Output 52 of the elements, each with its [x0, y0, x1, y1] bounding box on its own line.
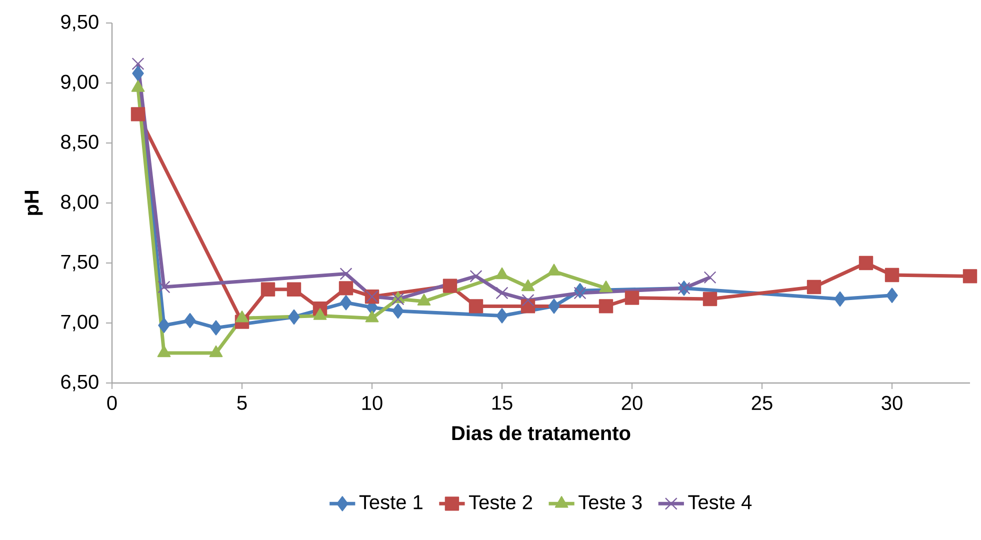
point — [132, 58, 144, 70]
y-tick-label: 8,50 — [61, 134, 98, 152]
point — [574, 286, 586, 300]
point — [962, 269, 978, 284]
x-tick-label: 20 — [622, 396, 642, 410]
y-tick-label: 6,50 — [61, 374, 98, 392]
point — [260, 282, 276, 296]
x-tick-label: 10 — [362, 396, 382, 410]
point — [858, 256, 874, 270]
point — [548, 298, 560, 314]
x-tick-label: 25 — [752, 396, 772, 410]
legend-label: Teste 1 — [359, 495, 422, 510]
y-tick-label: 7,00 — [61, 314, 98, 332]
point — [496, 308, 508, 324]
y-tick-label: 9,00 — [61, 74, 98, 92]
point — [470, 270, 482, 282]
point — [624, 290, 640, 305]
point — [286, 282, 302, 296]
point — [340, 295, 352, 310]
point — [522, 294, 534, 306]
point — [704, 271, 716, 284]
x-tick-label: 30 — [882, 396, 902, 410]
point — [702, 292, 718, 306]
point — [884, 268, 900, 282]
point — [834, 291, 846, 307]
point — [340, 268, 352, 280]
point — [468, 299, 484, 314]
point — [338, 281, 354, 296]
x-tick-label: 15 — [492, 396, 512, 410]
y-axis-title: pH — [24, 191, 43, 216]
point — [130, 107, 146, 122]
y-tick-label: 9,50 — [61, 14, 98, 32]
legend-label: Teste 3 — [578, 495, 642, 510]
point — [184, 313, 196, 328]
point — [132, 66, 144, 81]
point — [210, 320, 222, 336]
y-tick-label: 7,50 — [61, 254, 98, 272]
point — [496, 286, 508, 300]
x-axis-title: Dias de tratamento — [452, 426, 630, 440]
y-tick-label: 8,00 — [61, 194, 98, 212]
x-tick-label: 0 — [107, 396, 117, 410]
x-tick-label: 5 — [237, 396, 247, 410]
point — [598, 299, 614, 314]
point — [158, 280, 170, 294]
legend-label: Teste 2 — [468, 495, 532, 510]
point — [288, 309, 300, 325]
point — [392, 303, 404, 319]
point — [442, 278, 458, 293]
point — [806, 280, 822, 294]
point — [158, 318, 170, 333]
legend-label: Teste 4 — [688, 495, 752, 510]
point — [886, 288, 898, 303]
